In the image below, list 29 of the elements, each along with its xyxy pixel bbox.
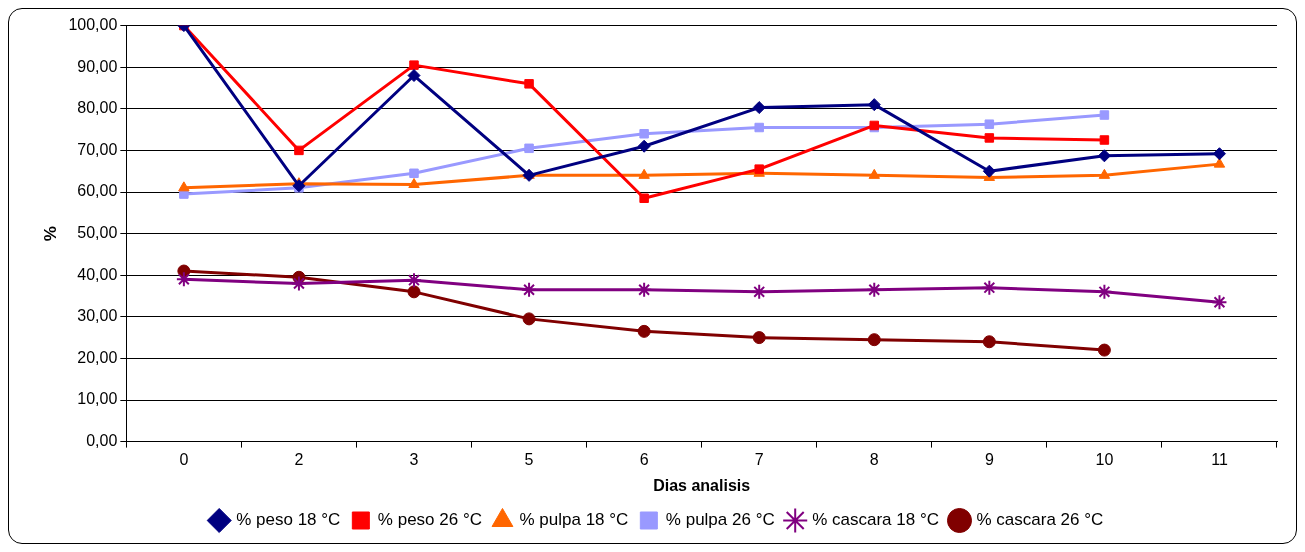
y-tick-label: 50,00	[77, 224, 118, 242]
y-tick-label: 80,00	[77, 99, 118, 117]
legend-label: % pulpa 26 °C	[665, 510, 775, 530]
y-tick-label: 30,00	[77, 307, 118, 325]
x-tick-label: 11	[1211, 450, 1228, 468]
x-tick-label: 8	[869, 450, 879, 468]
x-tick-label: 3	[409, 450, 419, 468]
x-tick-label: 0	[179, 450, 189, 468]
x-tick-label: 10	[1095, 450, 1114, 468]
y-tick-label: 90,00	[77, 57, 118, 75]
legend-label: % pulpa 18 °C	[519, 510, 629, 530]
legend-label: % cascara 26 °C	[976, 510, 1104, 530]
x-tick-label: 7	[754, 450, 764, 468]
x-axis-title: Dias analisis	[653, 476, 751, 494]
x-tick-label: 9	[984, 450, 994, 468]
y-tick-label: 40,00	[77, 265, 118, 283]
y-tick-label: 20,00	[77, 348, 118, 366]
legend-label: % cascara 18 °C	[812, 510, 939, 530]
y-tick-label: 100,00	[68, 16, 118, 34]
y-axis-title: %	[40, 226, 60, 242]
legend-label: % peso 18 °C	[236, 510, 341, 530]
y-tick-label: 70,00	[77, 140, 118, 158]
y-tick-label: 60,00	[77, 182, 118, 200]
y-tick-label: 0,00	[86, 432, 118, 450]
legend-label: % peso 26 °C	[377, 510, 482, 530]
y-tick-label: 10,00	[77, 390, 118, 408]
x-tick-label: 5	[524, 450, 534, 468]
x-tick-label: 6	[639, 450, 649, 468]
x-tick-label: 2	[294, 450, 304, 468]
